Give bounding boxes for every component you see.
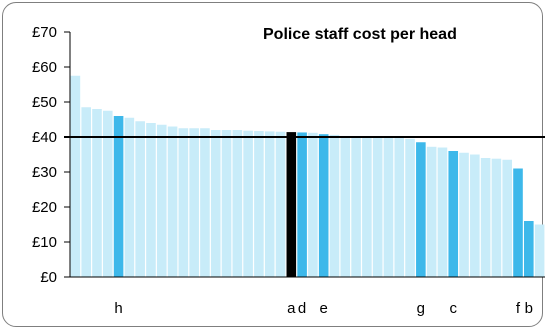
bar [308,132,318,277]
bar [426,146,437,277]
y-tick-label: £0 [40,269,57,286]
bars [70,75,545,277]
bar [459,152,469,277]
bar [383,137,394,277]
y-tick-label: £70 [32,24,57,41]
x-tick-label: b [525,300,533,317]
bar [405,138,415,277]
y-tick-label: £10 [32,234,57,251]
y-tick-label: £40 [32,129,57,146]
bar [189,128,199,277]
bar [534,224,545,277]
x-tick-label: d [298,300,306,317]
bar [210,130,221,277]
bar [502,159,513,277]
bar [178,128,189,277]
bar [264,131,275,277]
y-axis: £0 £10 £20 £30 £40 £50 £60 £70 [32,24,70,286]
bar [513,168,523,277]
bar [92,109,102,277]
bar [113,116,124,277]
x-tick-label: a [287,300,296,317]
bar [491,158,502,277]
bar [200,128,210,277]
bar [394,138,405,277]
x-tick-label: c [449,300,457,317]
bar [167,126,178,277]
bar [232,130,243,277]
bar [372,137,383,277]
bar [437,147,448,277]
axes [64,32,545,278]
bar [524,221,534,277]
bar [124,117,135,277]
bar [81,107,91,277]
bar [318,134,329,277]
bar [351,136,361,277]
bar [135,121,145,277]
y-tick-label: £30 [32,164,57,181]
bar [480,158,491,277]
y-tick-label: £60 [32,59,57,76]
bar [470,154,480,277]
bar [70,75,81,277]
x-tick-label: h [114,300,122,317]
bar [286,132,297,277]
bar [156,124,167,277]
bar [275,131,286,277]
bar [146,123,156,277]
x-tick-label: g [417,300,425,317]
bar [448,151,459,277]
bar [297,132,307,277]
x-tick-label: f [516,300,521,317]
bar [243,130,253,277]
bar [416,142,426,277]
bar [340,135,351,277]
x-tick-label: e [320,300,328,317]
bar [329,134,340,277]
bar [221,130,232,277]
bar [102,110,113,277]
y-tick-label: £20 [32,199,57,216]
y-tick-label: £50 [32,94,57,111]
chart-title: Police staff cost per head [263,26,457,43]
bar [254,131,264,277]
bar [362,137,372,277]
